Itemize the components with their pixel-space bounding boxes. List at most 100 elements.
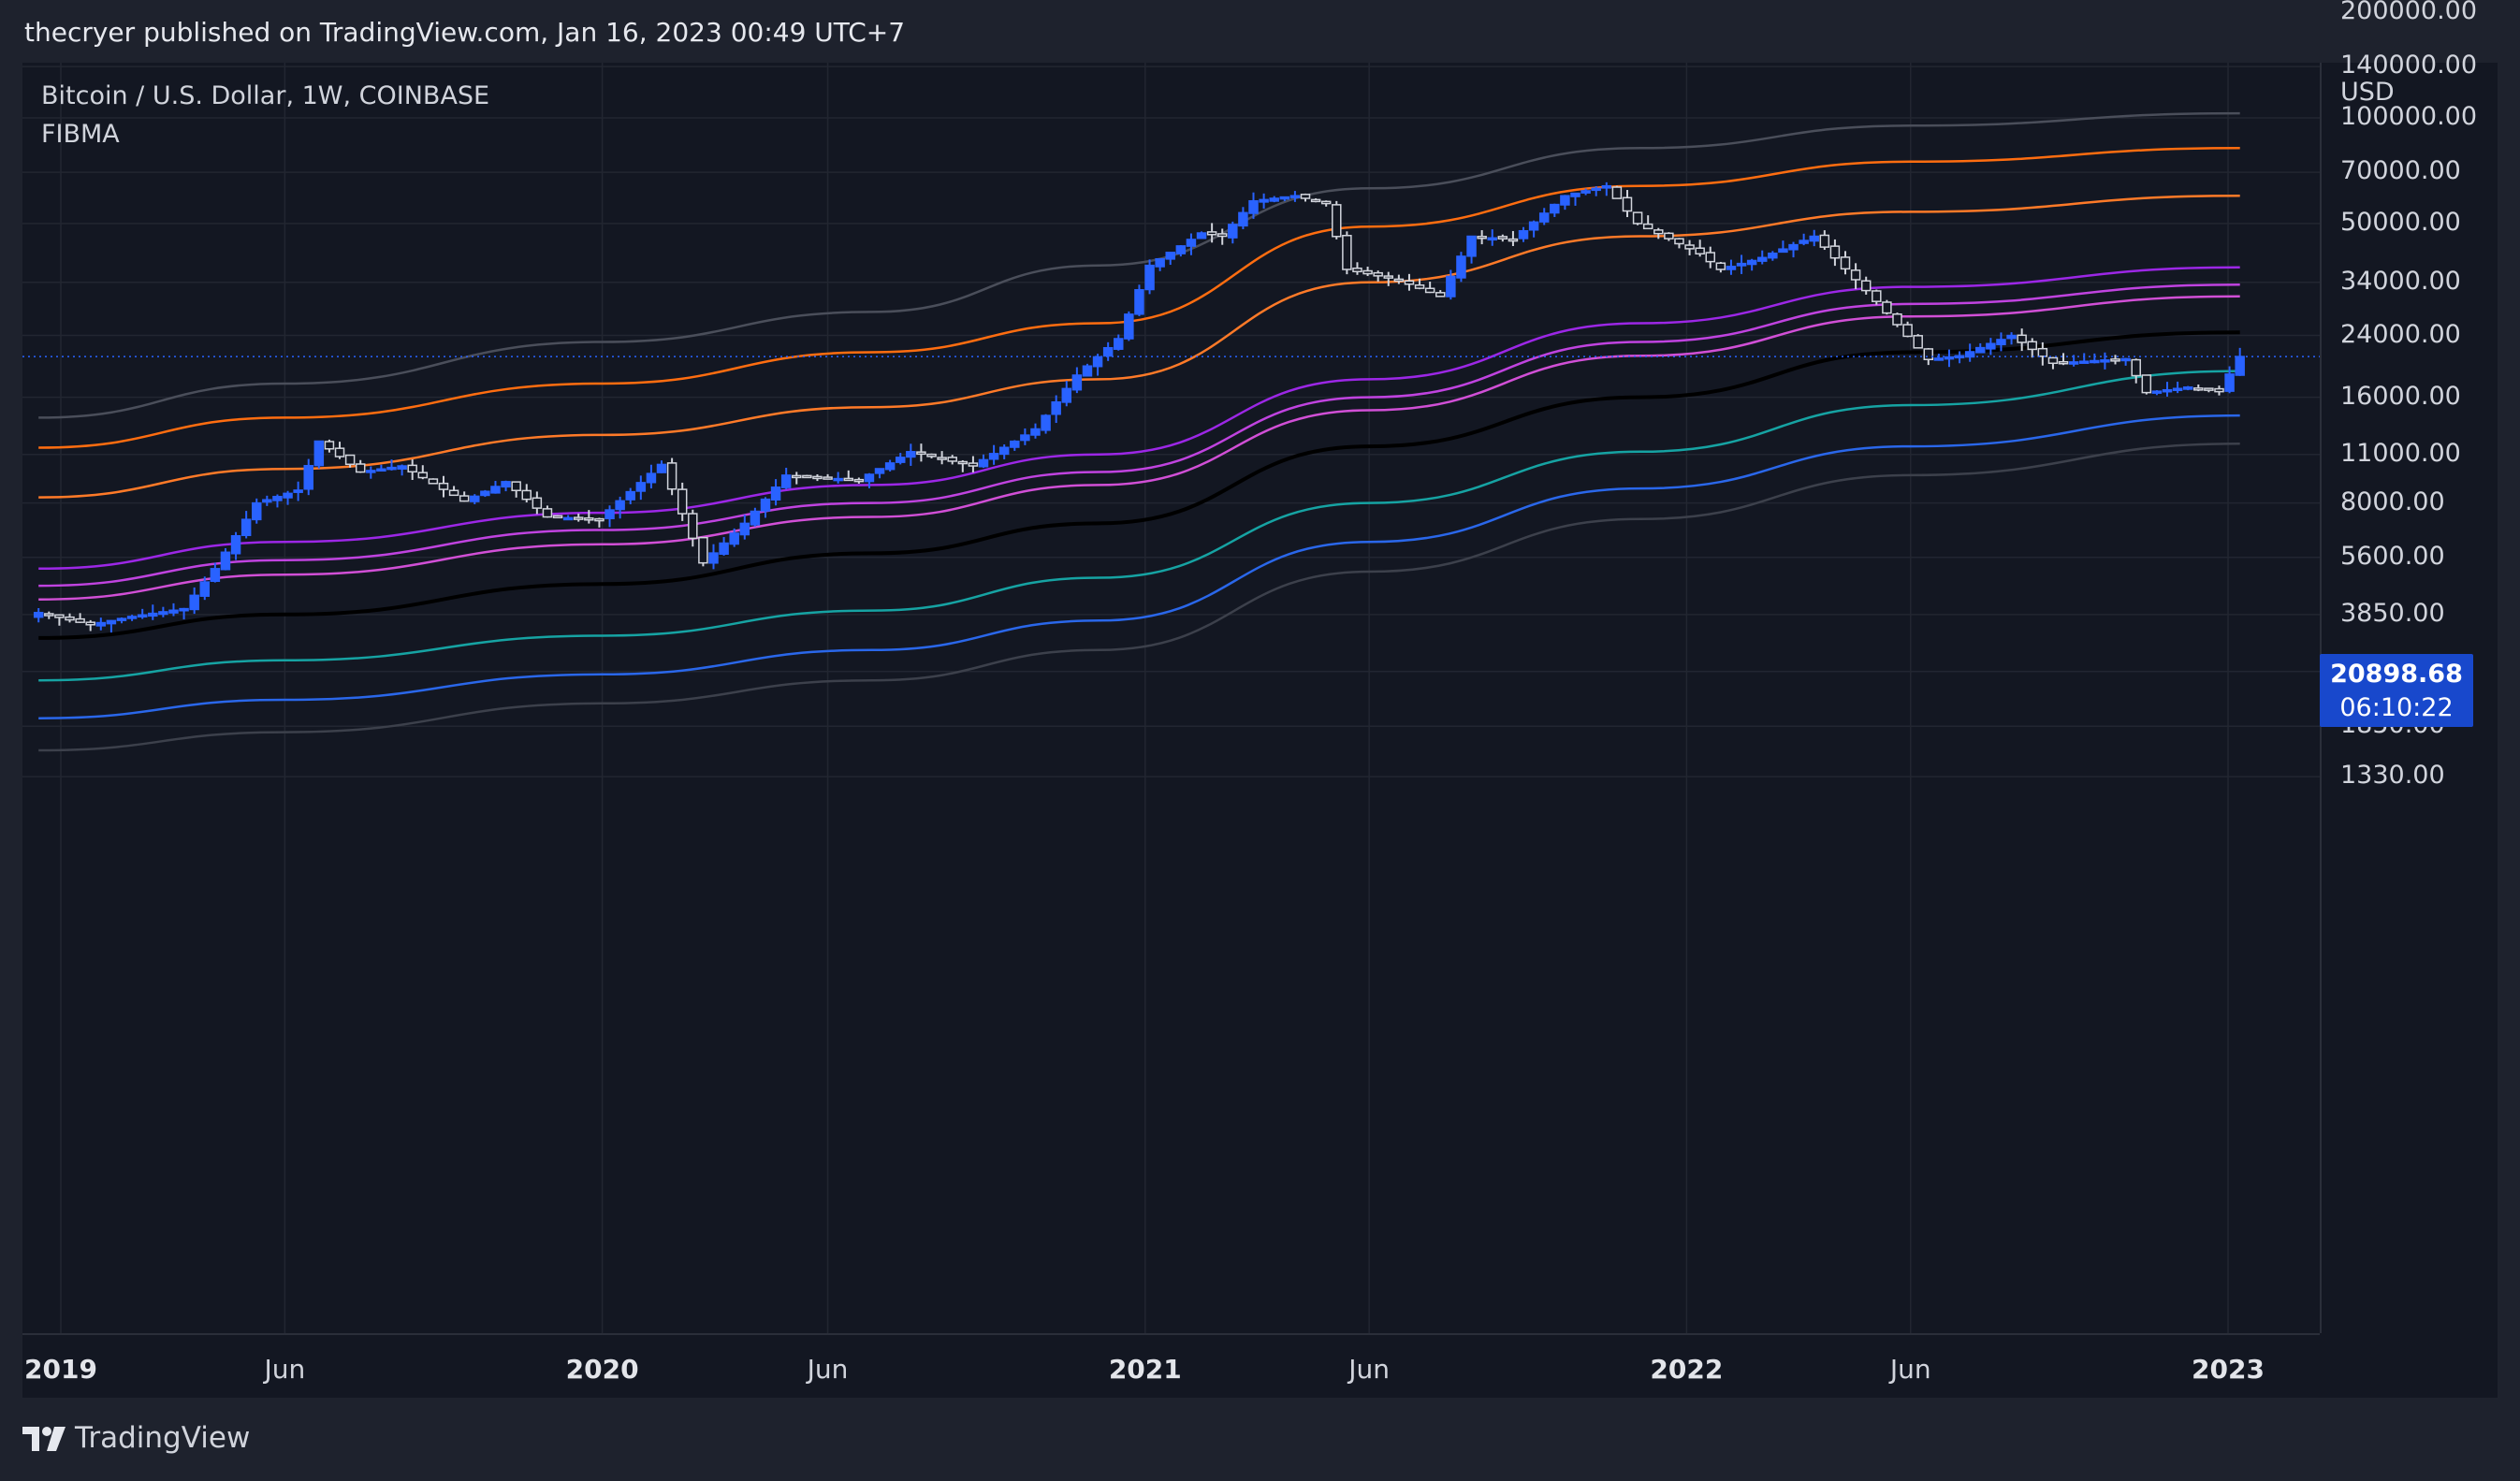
candle-body — [1778, 248, 1788, 254]
candle-body — [739, 522, 750, 536]
candle-body — [1114, 338, 1124, 350]
price-tick-label: 140000.00 — [2340, 51, 2478, 80]
candle-body — [106, 619, 117, 625]
candle-body — [968, 462, 979, 467]
candle-body — [1424, 287, 1435, 294]
moving-average-line — [38, 283, 2240, 588]
candle-body — [1310, 198, 1321, 203]
candle-body — [1435, 292, 1446, 298]
candle-body — [937, 457, 947, 460]
candle-body — [1466, 235, 1477, 257]
currency-label: USD — [2340, 78, 2395, 107]
candle-body — [1788, 243, 1799, 251]
time-tick-label: 2020 — [565, 1354, 639, 1385]
candle-body — [1902, 324, 1913, 338]
candle-body — [1071, 374, 1083, 391]
candle-body — [210, 568, 221, 582]
candle-body — [2172, 387, 2183, 392]
candle-body — [2224, 373, 2235, 392]
candle-body — [802, 474, 812, 479]
candle-body — [1996, 339, 2006, 346]
candle-body — [573, 516, 584, 520]
candle-body — [1383, 275, 1394, 279]
candle-body — [1342, 235, 1352, 270]
candle-body — [780, 474, 792, 488]
candle-body — [179, 607, 189, 612]
candle-body — [2006, 334, 2017, 340]
candle-body — [1259, 198, 1269, 203]
price-chart[interactable] — [22, 63, 2320, 1333]
candle-body — [1850, 269, 1861, 281]
candle-body — [635, 482, 647, 492]
candle-body — [926, 453, 937, 457]
candle-body — [584, 517, 594, 521]
legend-indicator[interactable]: FIBMA — [41, 120, 120, 149]
candle-body — [1446, 275, 1456, 298]
moving-average-line — [38, 330, 2240, 640]
candle-body — [1923, 348, 1934, 360]
current-price-label: 20898.68 06:10:22 — [2320, 654, 2473, 727]
candle-body — [2037, 347, 2048, 357]
candle-body — [490, 486, 501, 494]
candle-body — [1487, 237, 1497, 241]
candle-body — [2078, 360, 2090, 364]
candle-body — [137, 614, 148, 618]
time-tick-label: 2022 — [1650, 1354, 1724, 1385]
candle-body — [2235, 356, 2245, 376]
candle-body — [1186, 239, 1197, 247]
candle-body — [334, 447, 345, 457]
candle-body — [376, 468, 386, 472]
candle-body — [1933, 357, 1945, 361]
candle-body — [542, 508, 553, 518]
candle-body — [95, 621, 107, 627]
candle-body — [199, 581, 211, 597]
candle-body — [1124, 313, 1134, 340]
time-axis[interactable]: 2019 Jun 2020 Jun 2021 Jun 2022 Jun 2023 — [22, 1333, 2320, 1400]
header-bar: thecryer published on TradingView.com, J… — [0, 0, 2520, 65]
candle-body — [594, 517, 605, 522]
chart-frame: Bitcoin / U.S. Dollar, 1W, COINBASE FIBM… — [22, 0, 2498, 1400]
candle-body — [1216, 233, 1228, 238]
candle-body — [552, 515, 563, 519]
candle-body — [2182, 386, 2193, 390]
candle-body — [293, 489, 303, 493]
candle-body — [1674, 238, 1684, 245]
candle-body — [1829, 245, 1841, 259]
candle-body — [1768, 252, 1778, 259]
candle-body — [916, 451, 926, 456]
candle-body — [2047, 356, 2059, 365]
published-caption: thecryer published on TradingView.com, J… — [24, 17, 906, 48]
candle-body — [1332, 204, 1342, 238]
chart-pane[interactable]: Bitcoin / U.S. Dollar, 1W, COINBASE FIBM… — [22, 63, 2322, 1333]
candle-body — [1538, 212, 1550, 223]
grid-lines — [22, 63, 2320, 1333]
candle-body — [1944, 356, 1955, 360]
candle-body — [33, 611, 44, 618]
candle-body — [501, 481, 511, 488]
candle-body — [386, 466, 397, 471]
candle-body — [1975, 346, 1986, 354]
candle-body — [1840, 256, 1851, 270]
candle-body — [1756, 256, 1768, 262]
candle-body — [1269, 197, 1279, 202]
candle-body — [1175, 245, 1187, 254]
candle-body — [2110, 358, 2120, 362]
candle-body — [2204, 387, 2214, 391]
candle-body — [1508, 238, 1519, 242]
candle-body — [1809, 235, 1819, 242]
candle-body — [1528, 221, 1539, 231]
candle-body — [417, 472, 429, 479]
candle-body — [1726, 266, 1737, 270]
candle-body — [1622, 196, 1633, 212]
candle-body — [770, 486, 781, 501]
candle-body — [823, 476, 833, 480]
candle-body — [313, 440, 325, 467]
candle-body — [1362, 269, 1373, 275]
candle-body — [324, 441, 335, 450]
candle-body — [1248, 199, 1259, 214]
time-tick-label: 2023 — [2192, 1354, 2265, 1385]
candle-body — [1165, 252, 1175, 260]
candle-body — [480, 490, 490, 497]
time-tick-label: 2019 — [24, 1354, 97, 1385]
candle-body — [1238, 211, 1248, 227]
